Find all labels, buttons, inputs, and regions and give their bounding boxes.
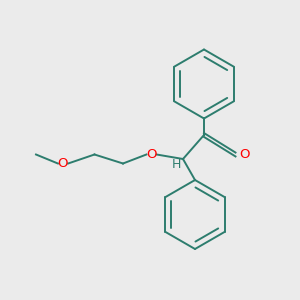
Text: O: O	[58, 157, 68, 170]
Text: H: H	[172, 158, 181, 171]
Text: O: O	[239, 148, 250, 161]
Text: O: O	[146, 148, 157, 161]
